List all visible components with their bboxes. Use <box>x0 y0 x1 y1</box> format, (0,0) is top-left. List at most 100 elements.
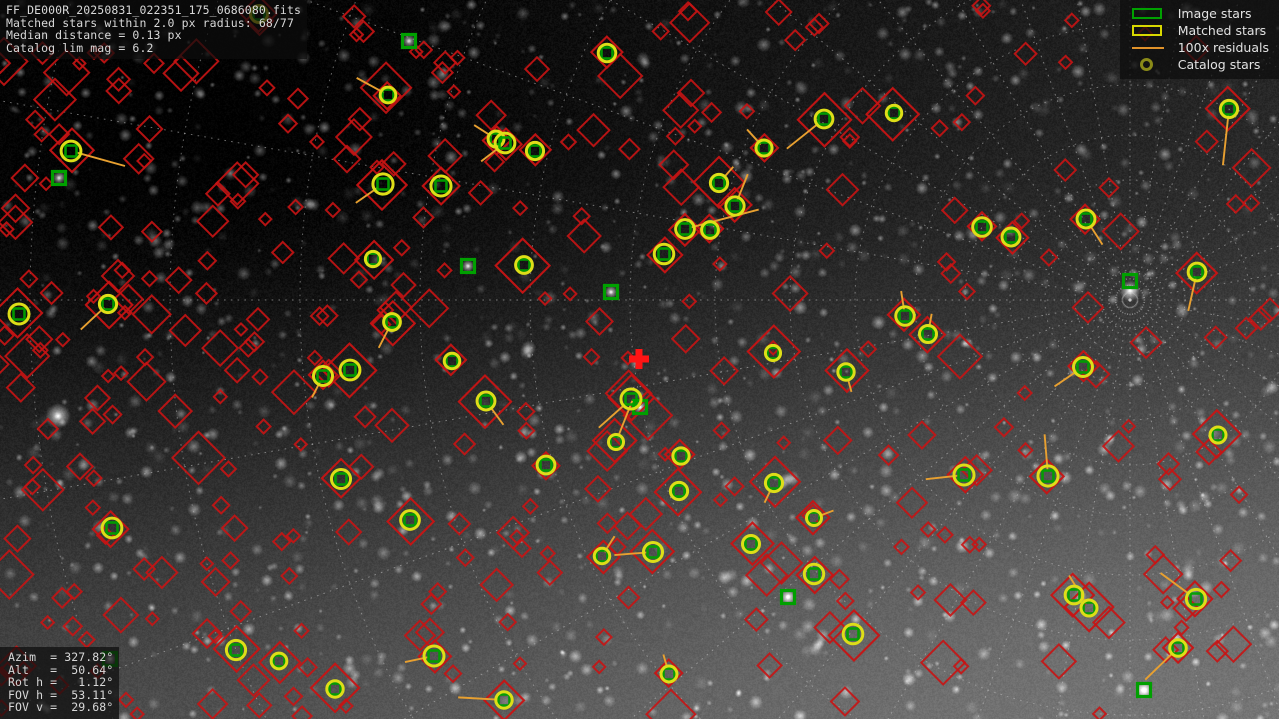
catalog-star-marker <box>756 652 783 679</box>
catalog-star-marker <box>940 196 969 225</box>
catalog-star-marker <box>483 151 506 173</box>
catalog-star-marker <box>293 622 310 640</box>
catalog-star-marker <box>25 325 54 354</box>
catalog-star-marker <box>1204 85 1251 132</box>
matched-star-marker <box>836 362 856 382</box>
matched-star-marker <box>524 140 546 162</box>
image-star-marker <box>1135 681 1153 699</box>
catalog-star-marker <box>359 61 413 115</box>
image-star-marker <box>1041 469 1055 483</box>
catalog-star-marker <box>1092 605 1126 640</box>
catalog-star-marker <box>738 102 756 120</box>
catalog-star-marker <box>908 315 947 354</box>
catalog-star-marker <box>380 150 407 178</box>
matched-star-marker <box>619 387 643 411</box>
catalog-star-marker <box>0 204 34 241</box>
catalog-star-marker <box>676 78 706 108</box>
image-star-marker <box>479 394 493 408</box>
image-star-marker <box>744 537 758 551</box>
catalog-star-marker <box>813 610 847 645</box>
catalog-star-marker <box>971 0 992 16</box>
catalog-star-marker <box>670 323 701 354</box>
catalog-star-marker <box>105 77 133 105</box>
matched-star-marker <box>674 218 696 240</box>
catalog-star-marker <box>596 52 644 100</box>
catalog-star-marker <box>936 251 957 272</box>
catalog-star-marker <box>122 142 155 175</box>
matched-star-marker <box>97 293 119 315</box>
residual-vector <box>76 151 126 167</box>
catalog-star-marker <box>412 206 435 229</box>
catalog-star-marker <box>36 417 60 441</box>
grid-meridian <box>1129 299 1279 387</box>
catalog-star-marker <box>221 551 240 570</box>
catalog-star-marker <box>1248 305 1274 331</box>
catalog-star-marker <box>246 692 273 719</box>
residual-vector <box>356 77 385 94</box>
image-star-marker <box>957 468 971 482</box>
legend-label: Matched stars <box>1177 23 1267 38</box>
catalog-star-marker <box>324 201 342 219</box>
catalog-star-marker <box>140 220 164 243</box>
catalog-star-marker <box>135 347 155 367</box>
matched-star-marker <box>329 467 353 491</box>
catalog-star-marker <box>287 198 305 216</box>
image-star-marker <box>1076 360 1090 374</box>
catalog-star-marker <box>409 288 450 329</box>
catalog-star-marker <box>0 52 12 75</box>
catalog-star-marker <box>559 133 578 151</box>
catalog-star-marker <box>1063 12 1080 29</box>
catalog-star-marker <box>212 624 261 674</box>
grid-parallel <box>789 0 1279 641</box>
catalog-star-marker <box>993 416 1015 438</box>
image-star-marker <box>1190 265 1204 279</box>
image-star-marker <box>498 136 512 150</box>
matched-star-marker <box>442 351 462 371</box>
catalog-star-marker <box>604 369 653 418</box>
catalog-star-marker <box>933 582 968 617</box>
catalog-star-marker <box>386 496 436 547</box>
catalog-star-marker <box>164 266 193 295</box>
catalog-star-marker <box>700 101 723 124</box>
image-star-marker <box>101 297 115 311</box>
matched-star-marker <box>59 139 83 163</box>
catalog-star-marker <box>157 393 194 430</box>
grid-parallel <box>1099 269 1161 331</box>
catalog-star-marker <box>957 282 977 301</box>
catalog-star-marker <box>100 258 136 294</box>
catalog-star-marker <box>277 113 299 134</box>
catalog-star-marker <box>537 290 553 307</box>
catalog-star-marker <box>335 518 363 546</box>
image-star-marker <box>767 476 781 490</box>
catalog-star-marker <box>297 656 319 678</box>
catalog-star-marker <box>681 293 698 310</box>
legend-label: Catalog stars <box>1177 57 1261 72</box>
grid-meridian <box>1129 299 1279 355</box>
pointing-info-panel: Azim = 327.82° Alt = 50.64° Rot h = 1.12… <box>0 647 120 719</box>
grid-meridian <box>777 299 1131 719</box>
image-star-marker <box>898 309 912 323</box>
catalog-star-marker <box>42 48 91 97</box>
image-star-marker <box>887 106 901 120</box>
catalog-star-marker <box>729 521 775 567</box>
image-star-marker <box>766 346 780 360</box>
catalog-star-marker <box>233 321 249 337</box>
catalog-star-marker <box>369 299 417 347</box>
catalog-star-marker <box>315 304 339 328</box>
catalog-star-marker <box>117 691 135 709</box>
catalog-star-marker <box>243 331 266 353</box>
matched-star-marker <box>1168 638 1188 658</box>
astrometry-info-panel: FF_DE000R_20250831_022351_175_0686080.fi… <box>0 0 307 60</box>
grid-parallel <box>1074 244 1186 356</box>
catalog-star-marker <box>709 355 740 386</box>
catalog-star-marker <box>280 566 299 586</box>
catalog-star-marker <box>143 52 165 75</box>
grid-meridian <box>403 299 1131 719</box>
catalog-star-marker <box>211 495 231 515</box>
image-star-marker <box>646 545 660 559</box>
grid-meridian <box>1076 0 1131 301</box>
catalog-star-marker <box>171 430 227 486</box>
catalog-star-marker <box>919 520 937 538</box>
grid-parallel <box>964 134 1279 466</box>
catalog-star-marker <box>743 607 769 632</box>
